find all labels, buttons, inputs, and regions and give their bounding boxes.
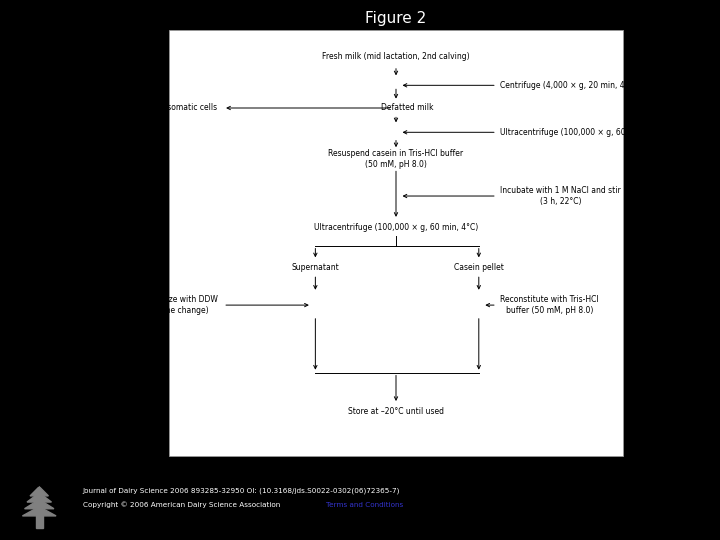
Polygon shape — [30, 487, 48, 496]
Text: Store at –20°C until used: Store at –20°C until used — [348, 407, 444, 416]
Text: Ultracentrifuge (100,000 × g, 60 min, 4°C): Ultracentrifuge (100,000 × g, 60 min, 4°… — [500, 128, 665, 137]
Text: Reconstitute with Tris-HCl
buffer (50 mM, pH 8.0): Reconstitute with Tris-HCl buffer (50 mM… — [500, 295, 599, 315]
Text: Figure 2: Figure 2 — [365, 11, 427, 26]
Text: Dialyze with DDW
(one change): Dialyze with DDW (one change) — [148, 295, 217, 315]
Text: Incubate with 1 M NaCl and stir
(3 h, 22°C): Incubate with 1 M NaCl and stir (3 h, 22… — [500, 186, 621, 206]
Text: Resuspend casein in Tris-HCl buffer
(50 mM, pH 8.0): Resuspend casein in Tris-HCl buffer (50 … — [328, 149, 464, 170]
Text: Terms and Conditions: Terms and Conditions — [326, 502, 403, 508]
FancyBboxPatch shape — [169, 30, 623, 456]
Text: Fresh milk (mid lactation, 2nd calving): Fresh milk (mid lactation, 2nd calving) — [322, 52, 470, 61]
Polygon shape — [27, 493, 52, 502]
Polygon shape — [22, 507, 56, 516]
Text: Casein pellet: Casein pellet — [454, 263, 504, 272]
Bar — [35, 515, 43, 528]
Text: ELSEVIER: ELSEVIER — [22, 483, 56, 488]
Text: Ultracentrifuge (100,000 × g, 60 min, 4°C): Ultracentrifuge (100,000 × g, 60 min, 4°… — [314, 224, 478, 232]
Text: Journal of Dairy Science 2006 893285-32950 OI: (10.3168/jds.S0022-0302(06)72365-: Journal of Dairy Science 2006 893285-329… — [83, 487, 400, 494]
Text: Copyright © 2006 American Dairy Science Association: Copyright © 2006 American Dairy Science … — [83, 502, 282, 508]
Polygon shape — [24, 500, 54, 509]
Text: Supernatant: Supernatant — [292, 263, 339, 272]
Text: Cream + somatic cells: Cream + somatic cells — [131, 104, 217, 112]
Text: Defatted milk: Defatted milk — [381, 104, 433, 112]
Text: Centrifuge (4,000 × g, 20 min, 4°C): Centrifuge (4,000 × g, 20 min, 4°C) — [500, 81, 637, 90]
